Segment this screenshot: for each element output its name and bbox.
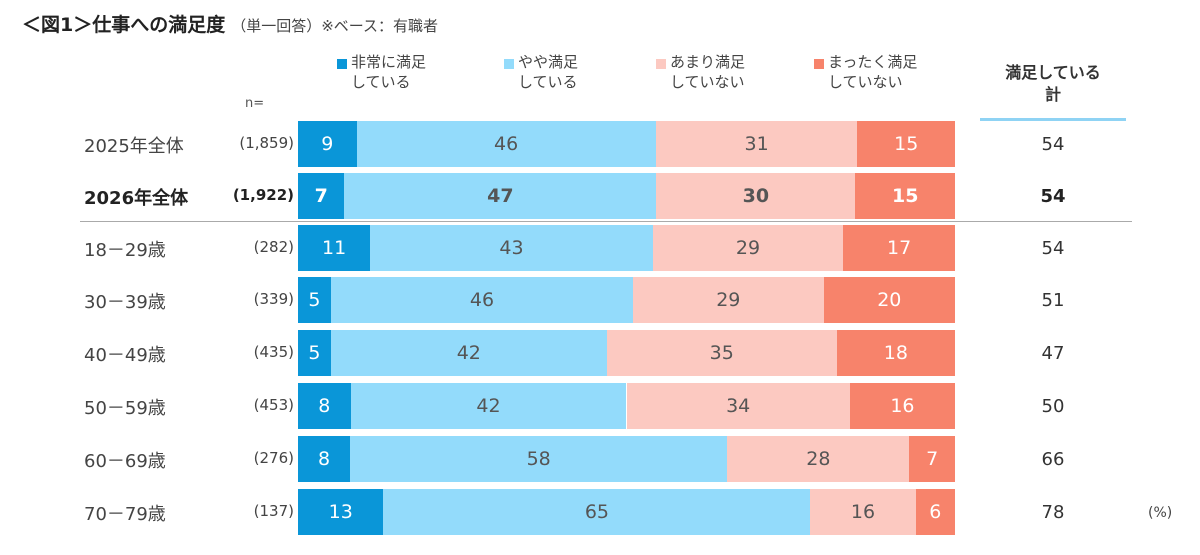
bar-segment: 47	[344, 173, 657, 219]
row-label: 50－59歳	[84, 398, 166, 419]
row-label: 2026年全体	[84, 188, 189, 209]
legend-label-2: している	[518, 73, 578, 91]
bar-segment: 11	[298, 225, 371, 271]
subtitle: （単一回答）※ベース：有職者	[231, 17, 439, 35]
bar-segment: 17	[843, 225, 955, 271]
legend-label-1: やや満足	[518, 53, 579, 71]
bar-segment: 43	[370, 225, 653, 271]
row-total: 47	[1041, 343, 1065, 364]
row-n: (339)	[253, 290, 294, 308]
bar-segment: 16	[810, 489, 916, 535]
bar-segment: 15	[857, 121, 955, 167]
bar-segment: 7	[298, 173, 345, 219]
row-n: (282)	[253, 238, 294, 256]
legend-label-2: していない	[828, 73, 903, 91]
bar-segment: 42	[350, 383, 627, 429]
bar-segment: 34	[626, 383, 850, 429]
total-header-underline	[980, 118, 1126, 121]
row-label: 60－69歳	[84, 451, 166, 472]
bar-segment: 13	[298, 489, 384, 535]
bar-segment: 65	[383, 489, 811, 535]
bar-segment: 8	[298, 383, 351, 429]
bar-segment: 7	[909, 436, 955, 482]
bar-segment: 15	[855, 173, 955, 219]
bar-segment: 5	[298, 277, 331, 323]
row-label: 40－49歳	[84, 345, 166, 366]
title-text: ＜図1＞仕事への満足度	[22, 14, 226, 36]
bar-segment: 58	[350, 436, 728, 482]
bar-segment: 35	[606, 330, 837, 376]
legend-swatch	[656, 59, 666, 69]
row-n: (276)	[253, 449, 294, 467]
row-total: 54	[1041, 238, 1065, 259]
bar-segment: 5	[298, 330, 331, 376]
bar-segment: 29	[652, 225, 844, 271]
bar-segment: 6	[915, 489, 955, 535]
legend-item: やや満足 している	[504, 52, 579, 92]
row-total: 50	[1041, 396, 1065, 417]
row-total: 54	[1041, 134, 1065, 155]
bar-segment: 18	[836, 330, 955, 376]
row-total: 66	[1041, 449, 1065, 470]
row-label: 2025年全体	[84, 136, 184, 157]
bar-segment: 28	[727, 436, 910, 482]
bar-segment: 8	[298, 436, 351, 482]
legend-label-1: まったく満足	[828, 53, 918, 71]
unit-label: (%)	[1148, 505, 1173, 521]
bar-segment: 46	[330, 277, 634, 323]
row-n: (137)	[253, 502, 294, 520]
row-label: 18－29歳	[84, 240, 166, 261]
total-header: 満足している計	[980, 62, 1126, 106]
bar-segment: 31	[655, 121, 858, 167]
bar-segment: 46	[356, 121, 656, 167]
separator-line	[80, 221, 1132, 222]
bar-segment: 16	[849, 383, 955, 429]
row-total: 54	[1040, 186, 1066, 207]
row-n: (1,859)	[239, 134, 294, 152]
legend-swatch	[814, 59, 824, 69]
row-n: (453)	[253, 396, 294, 414]
bar-segment: 30	[656, 173, 856, 219]
legend-swatch	[337, 59, 347, 69]
row-n: (1,922)	[232, 186, 294, 204]
bar-segment: 29	[633, 277, 824, 323]
row-total: 78	[1041, 502, 1065, 523]
row-n: (435)	[253, 343, 294, 361]
row-total: 51	[1041, 290, 1065, 311]
legend-item: まったく満足 していない	[814, 52, 918, 92]
row-label: 70－79歳	[84, 504, 166, 525]
legend-item: 非常に満足 している	[337, 52, 427, 92]
legend-label-1: 非常に満足	[351, 53, 427, 71]
legend-label-2: していない	[670, 73, 745, 91]
total-header-line2: 計	[1044, 85, 1061, 104]
legend-item: あまり満足していない	[656, 52, 746, 92]
bar-segment: 9	[298, 121, 357, 167]
chart-title: ＜図1＞仕事への満足度 （単一回答）※ベース：有職者	[22, 10, 438, 37]
n-label: n=	[245, 96, 265, 111]
bar-segment: 42	[330, 330, 607, 376]
row-label: 30－39歳	[84, 292, 166, 313]
legend-swatch	[504, 59, 514, 69]
bar-segment: 20	[823, 277, 955, 323]
legend-label-1: あまり満足	[670, 53, 746, 71]
total-header-line1: 満足している	[1005, 63, 1101, 82]
legend-label-2: している	[351, 73, 411, 91]
